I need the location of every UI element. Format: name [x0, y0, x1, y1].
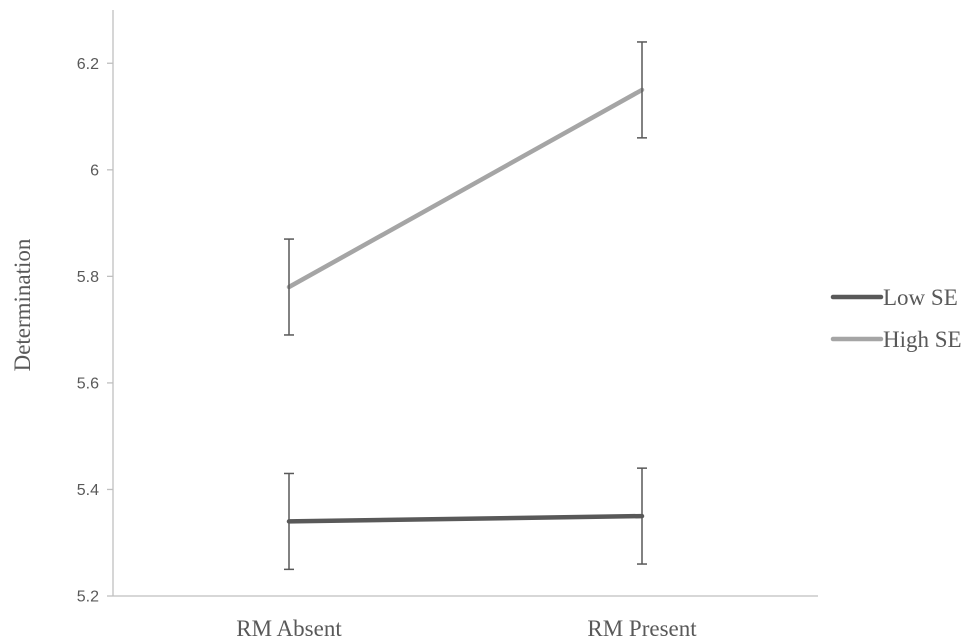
y-tick-label: 6 [90, 162, 99, 179]
error-bar [284, 472, 294, 571]
legend-label: High SE [883, 327, 962, 352]
y-tick-label: 5.6 [77, 375, 99, 392]
series-high-se [284, 41, 647, 336]
legend-item-high-se: High SE [830, 327, 962, 352]
series-line-low-se [286, 513, 645, 524]
x-category-label: RM Present [587, 616, 697, 641]
y-tick-label: 5.8 [77, 269, 99, 286]
legend: Low SE High SE [830, 285, 962, 352]
legend-label: Low SE [883, 285, 958, 310]
y-tick-label: 5.2 [77, 589, 99, 606]
legend-item-low-se: Low SE [830, 285, 958, 310]
y-tick-label: 6.2 [77, 56, 99, 73]
x-axis: RM Absent RM Present [113, 595, 818, 641]
series-line-high-se [286, 87, 645, 290]
plot-area [284, 41, 647, 571]
y-axis: 5.2 5.4 5.6 5.8 6 6.2 [77, 10, 114, 606]
x-category-label: RM Absent [236, 616, 342, 641]
series-low-se [284, 467, 647, 571]
error-bar [637, 41, 647, 139]
error-bar [637, 467, 647, 565]
y-axis-title: Determination [10, 238, 35, 371]
y-tick-label: 5.4 [77, 482, 99, 499]
error-bar [284, 238, 294, 336]
